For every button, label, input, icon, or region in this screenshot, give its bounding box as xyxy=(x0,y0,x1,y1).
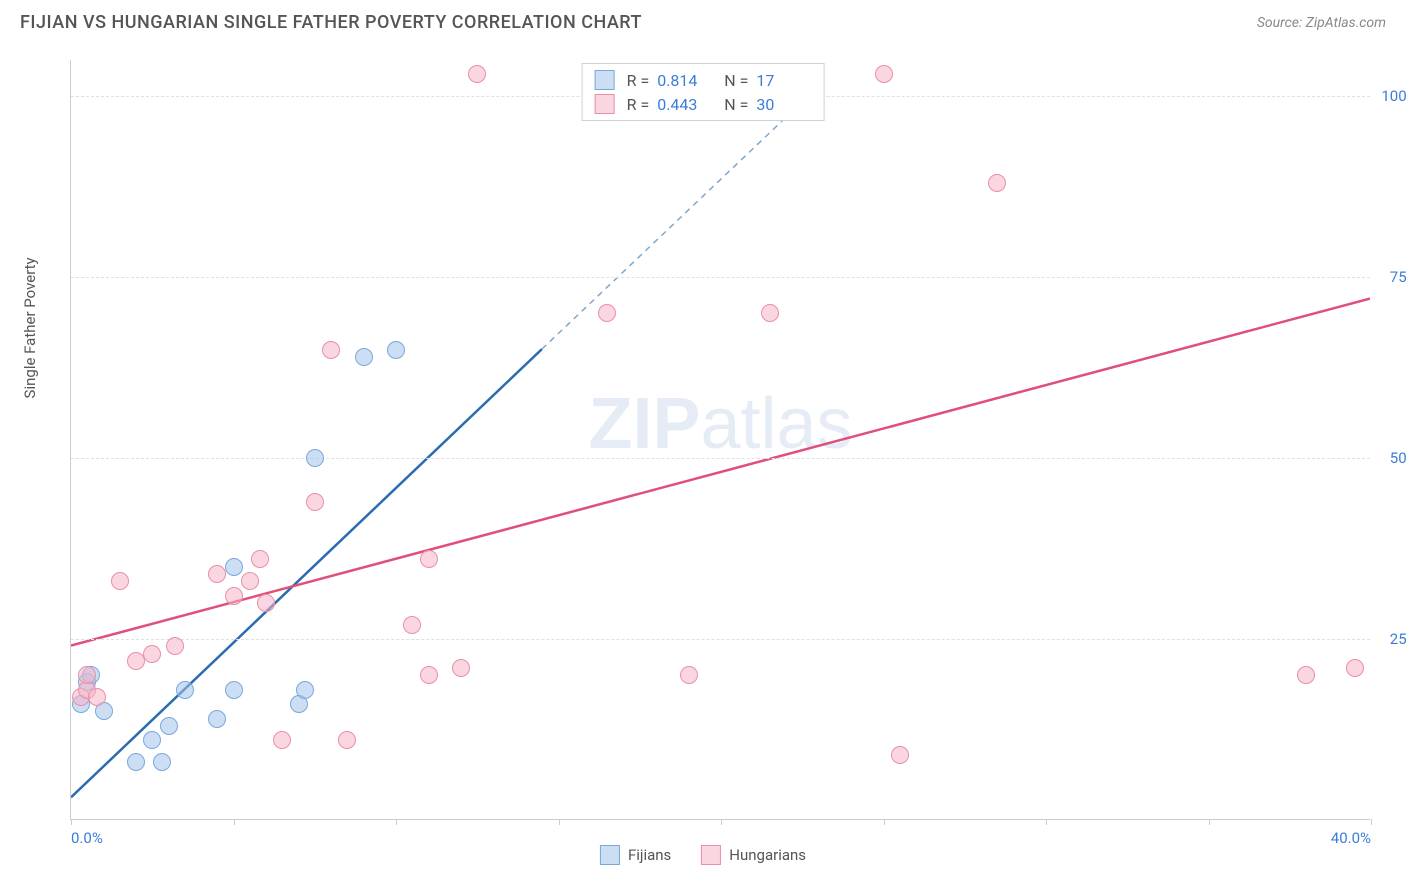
n-label: N = xyxy=(724,95,748,114)
data-point xyxy=(988,174,1006,192)
data-point xyxy=(208,710,226,728)
data-point xyxy=(127,753,145,771)
n-value: 30 xyxy=(756,95,811,114)
data-point xyxy=(143,731,161,749)
data-point xyxy=(153,753,171,771)
x-tick xyxy=(71,819,72,825)
x-tick xyxy=(1046,819,1047,825)
n-label: N = xyxy=(724,71,748,90)
data-point xyxy=(273,731,291,749)
watermark-bold: ZIP xyxy=(588,384,700,464)
x-tick xyxy=(1209,819,1210,825)
plot-area: ZIPatlas 25.0%50.0%75.0%100.0%0.0%40.0% xyxy=(70,60,1370,820)
data-point xyxy=(225,681,243,699)
correlation-legend-row: R = 0.814 N = 17 xyxy=(595,68,812,92)
r-label: R = xyxy=(627,71,650,90)
watermark-light: atlas xyxy=(700,384,852,464)
r-value: 0.443 xyxy=(657,95,712,114)
n-value: 17 xyxy=(756,71,811,90)
x-tick xyxy=(234,819,235,825)
y-tick-label: 25.0% xyxy=(1390,630,1406,648)
data-point xyxy=(322,341,340,359)
legend-label: Fijians xyxy=(628,846,671,864)
data-point xyxy=(355,348,373,366)
legend-swatch xyxy=(595,70,615,90)
data-point xyxy=(598,304,616,322)
data-point xyxy=(420,550,438,568)
chart-title: FIJIAN VS HUNGARIAN SINGLE FATHER POVERT… xyxy=(20,12,642,33)
source-attribution: Source: ZipAtlas.com xyxy=(1257,15,1386,31)
legend-swatch xyxy=(595,94,615,114)
x-tick-label: 0.0% xyxy=(71,829,103,847)
data-point xyxy=(176,681,194,699)
series-legend: Fijians Hungarians xyxy=(600,845,806,865)
data-point xyxy=(88,688,106,706)
gridline-horizontal xyxy=(71,639,1370,640)
data-point xyxy=(420,666,438,684)
data-point xyxy=(761,304,779,322)
data-point xyxy=(891,746,909,764)
x-tick xyxy=(884,819,885,825)
x-tick xyxy=(396,819,397,825)
gridline-horizontal xyxy=(71,277,1370,278)
data-point xyxy=(296,681,314,699)
data-point xyxy=(875,65,893,83)
data-point xyxy=(160,717,178,735)
chart-header: FIJIAN VS HUNGARIAN SINGLE FATHER POVERT… xyxy=(0,0,1406,41)
data-point xyxy=(143,645,161,663)
data-point xyxy=(225,587,243,605)
x-tick xyxy=(1371,819,1372,825)
legend-item: Fijians xyxy=(600,845,671,865)
correlation-legend-row: R = 0.443 N = 30 xyxy=(595,92,812,116)
y-tick-label: 100.0% xyxy=(1381,87,1406,105)
y-tick-label: 50.0% xyxy=(1390,449,1406,467)
data-point xyxy=(468,65,486,83)
data-point xyxy=(225,558,243,576)
legend-item: Hungarians xyxy=(701,845,806,865)
data-point xyxy=(127,652,145,670)
x-tick-label: 40.0% xyxy=(1331,829,1371,847)
data-point xyxy=(208,565,226,583)
data-point xyxy=(257,594,275,612)
data-point xyxy=(241,572,259,590)
gridline-horizontal xyxy=(71,458,1370,459)
data-point xyxy=(166,637,184,655)
legend-swatch xyxy=(701,845,721,865)
data-point xyxy=(1297,666,1315,684)
x-tick xyxy=(559,819,560,825)
r-label: R = xyxy=(627,95,650,114)
trend-line-dashed xyxy=(542,118,786,349)
data-point xyxy=(387,341,405,359)
watermark: ZIPatlas xyxy=(588,383,852,465)
r-value: 0.814 xyxy=(657,71,712,90)
data-point xyxy=(1346,659,1364,677)
data-point xyxy=(452,659,470,677)
data-point xyxy=(251,550,269,568)
legend-swatch xyxy=(600,845,620,865)
trend-lines-svg xyxy=(71,60,1370,819)
chart-container: Single Father Poverty ZIPatlas 25.0%50.0… xyxy=(20,45,1386,875)
data-point xyxy=(403,616,421,634)
legend-label: Hungarians xyxy=(729,846,806,864)
data-point xyxy=(306,493,324,511)
data-point xyxy=(338,731,356,749)
data-point xyxy=(111,572,129,590)
correlation-legend: R = 0.814 N = 17 R = 0.443 N = 30 xyxy=(582,63,825,121)
y-tick-label: 75.0% xyxy=(1390,268,1406,286)
data-point xyxy=(306,449,324,467)
y-axis-label: Single Father Poverty xyxy=(21,257,39,398)
x-tick xyxy=(721,819,722,825)
data-point xyxy=(680,666,698,684)
data-point xyxy=(78,666,96,684)
trend-line xyxy=(71,349,542,797)
